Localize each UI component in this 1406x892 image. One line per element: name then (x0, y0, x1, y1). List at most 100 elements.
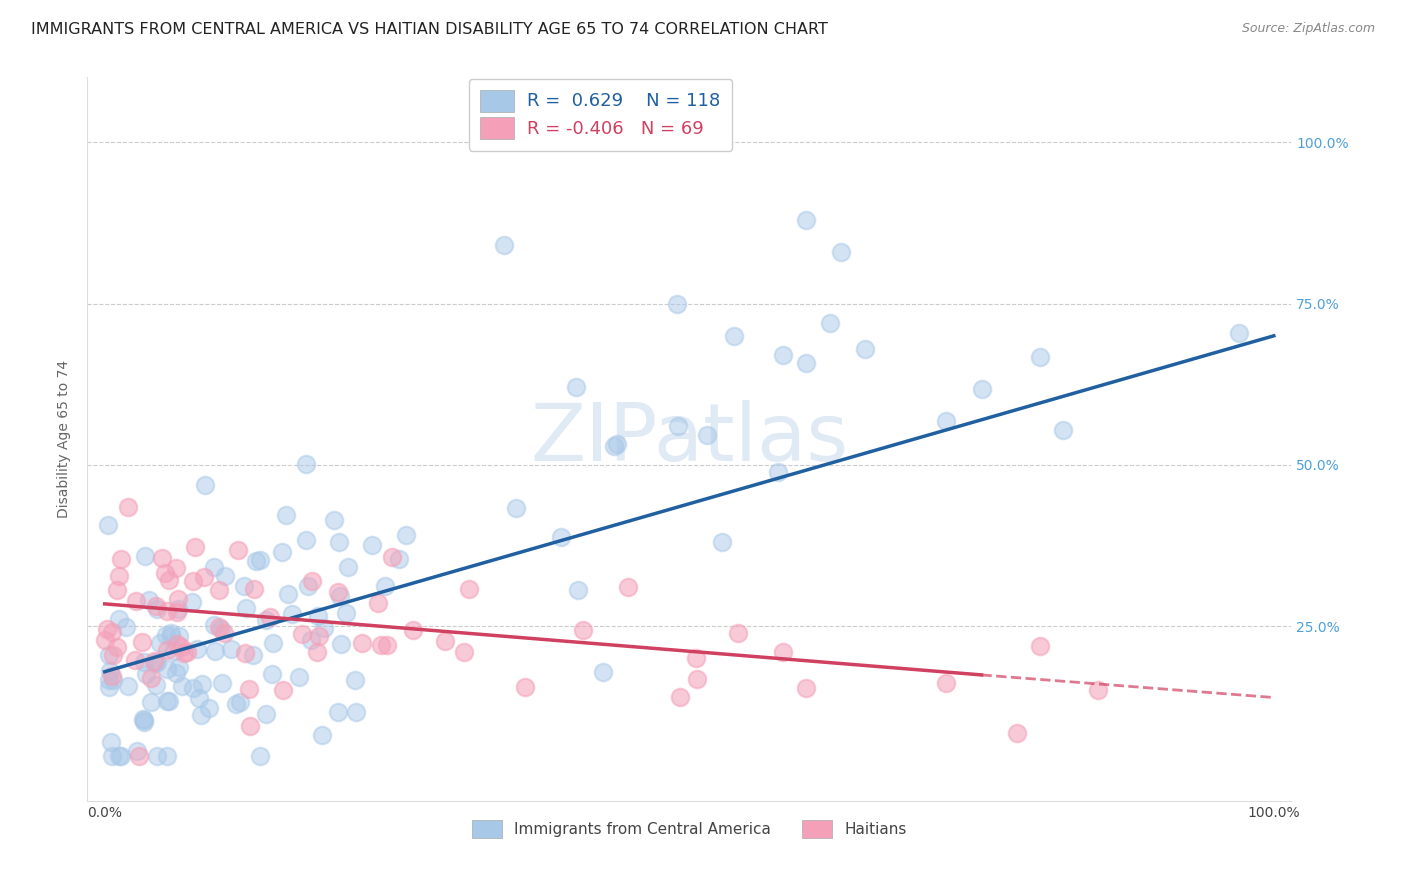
Point (145, 599, 167, 613)
Point (163, 644, 186, 658)
Point (226, 542, 249, 557)
Point (155, 628, 177, 642)
Point (132, 715, 155, 730)
Point (101, 668, 124, 682)
Point (141, 671, 163, 685)
Point (249, 748, 271, 763)
Point (208, 620, 231, 634)
Point (232, 579, 254, 593)
Point (254, 613, 277, 627)
Point (1227, 326, 1250, 340)
Point (665, 296, 688, 310)
Point (367, 596, 389, 610)
Point (202, 560, 225, 574)
Point (711, 535, 734, 549)
Point (108, 612, 131, 626)
Point (101, 625, 124, 640)
Point (188, 691, 211, 706)
Point (592, 665, 614, 679)
Point (288, 669, 311, 683)
Point (301, 574, 323, 589)
Point (291, 627, 314, 641)
Point (818, 316, 841, 330)
Point (238, 681, 260, 696)
Point (381, 550, 404, 565)
Point (297, 579, 319, 593)
Point (225, 697, 247, 711)
Point (571, 623, 593, 637)
Point (314, 621, 336, 635)
Point (375, 638, 398, 652)
Point (388, 552, 411, 566)
Y-axis label: Disability Age 65 to 74: Disability Age 65 to 74 (58, 360, 72, 518)
Point (271, 545, 294, 559)
Point (146, 655, 169, 669)
Point (181, 595, 204, 609)
Point (127, 744, 149, 758)
Point (156, 662, 179, 676)
Point (328, 534, 350, 549)
Point (219, 642, 242, 657)
Point (115, 620, 138, 634)
Point (146, 748, 169, 763)
Text: ZIPatlas: ZIPatlas (530, 401, 848, 478)
Point (370, 638, 392, 652)
Point (277, 587, 299, 601)
Point (157, 693, 180, 707)
Point (696, 428, 718, 442)
Point (139, 695, 162, 709)
Point (853, 342, 876, 356)
Point (132, 655, 155, 669)
Point (335, 606, 357, 620)
Point (105, 582, 128, 597)
Point (101, 648, 124, 662)
Point (970, 383, 993, 397)
Point (617, 581, 640, 595)
Point (434, 634, 457, 648)
Point (830, 244, 852, 259)
Point (242, 648, 264, 662)
Point (723, 328, 745, 343)
Point (1052, 423, 1074, 437)
Point (603, 439, 626, 453)
Point (245, 554, 267, 568)
Point (295, 457, 318, 471)
Point (794, 681, 817, 696)
Point (1005, 726, 1028, 740)
Point (794, 356, 817, 370)
Legend: Immigrants from Central America, Haitians: Immigrants from Central America, Haitian… (465, 814, 912, 844)
Point (235, 601, 257, 615)
Point (100, 735, 122, 749)
Point (343, 673, 366, 688)
Point (149, 636, 172, 650)
Point (186, 642, 208, 657)
Point (666, 419, 689, 434)
Point (336, 559, 359, 574)
Point (96, 622, 118, 636)
Point (108, 569, 131, 583)
Point (183, 540, 205, 554)
Point (259, 610, 281, 624)
Point (772, 645, 794, 659)
Point (181, 574, 204, 589)
Point (772, 348, 794, 362)
Point (1029, 639, 1052, 653)
Point (157, 573, 180, 587)
Point (208, 582, 231, 597)
Point (229, 695, 252, 709)
Point (166, 637, 188, 651)
Point (453, 645, 475, 659)
Point (128, 748, 150, 763)
Point (308, 629, 330, 643)
Point (191, 677, 214, 691)
Text: Source: ZipAtlas.com: Source: ZipAtlas.com (1241, 22, 1375, 36)
Point (254, 707, 277, 722)
Point (194, 478, 217, 492)
Point (181, 681, 204, 695)
Point (326, 705, 349, 719)
Point (262, 636, 284, 650)
Point (271, 683, 294, 698)
Point (156, 693, 179, 707)
Point (492, 238, 515, 252)
Point (350, 635, 373, 649)
